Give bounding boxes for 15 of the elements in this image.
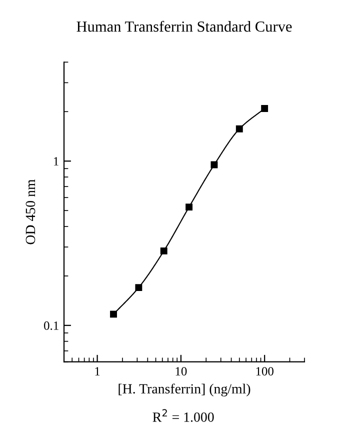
point <box>236 125 243 132</box>
y-axis-title: OD 450 nm <box>26 179 36 244</box>
x-tick-label: 1 <box>95 367 100 376</box>
chart-title: Human Transferrin Standard Curve <box>76 20 292 32</box>
point <box>135 284 142 292</box>
point <box>110 310 117 318</box>
x-axis-title: [H. Transferrin] (ng/ml) <box>118 384 250 396</box>
x-tick-label: 10 <box>176 367 187 376</box>
point <box>160 247 168 254</box>
y-tick-label: 0.1 <box>44 321 58 330</box>
text: R$^{2}$ = 1.000 <box>152 409 214 422</box>
point <box>261 105 268 112</box>
point <box>186 204 193 211</box>
point <box>210 161 218 168</box>
x-tick-label: 100 <box>256 367 274 376</box>
